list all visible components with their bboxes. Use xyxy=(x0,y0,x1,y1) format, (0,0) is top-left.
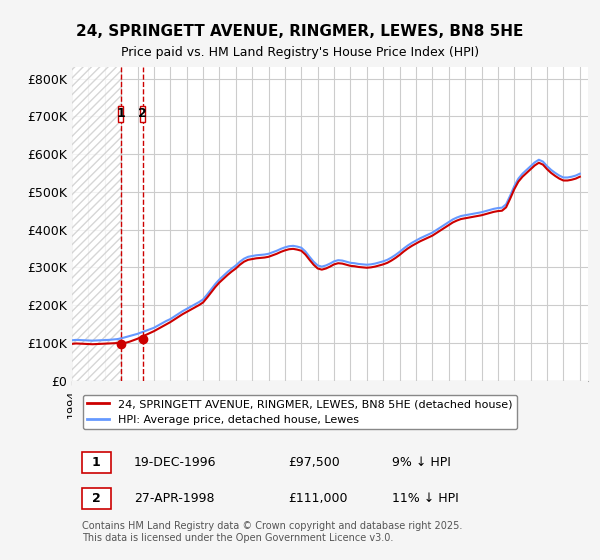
FancyBboxPatch shape xyxy=(140,106,145,122)
Text: 19-DEC-1996: 19-DEC-1996 xyxy=(134,456,217,469)
Text: Price paid vs. HM Land Registry's House Price Index (HPI): Price paid vs. HM Land Registry's House … xyxy=(121,46,479,59)
FancyBboxPatch shape xyxy=(82,452,110,473)
Text: 9% ↓ HPI: 9% ↓ HPI xyxy=(392,456,451,469)
Text: 2: 2 xyxy=(92,492,101,505)
Text: 2: 2 xyxy=(139,107,147,120)
Text: Contains HM Land Registry data © Crown copyright and database right 2025.
This d: Contains HM Land Registry data © Crown c… xyxy=(82,521,463,543)
Text: 11% ↓ HPI: 11% ↓ HPI xyxy=(392,492,458,505)
Text: 1: 1 xyxy=(116,107,125,120)
Text: 27-APR-1998: 27-APR-1998 xyxy=(134,492,214,505)
FancyBboxPatch shape xyxy=(82,488,110,509)
Text: £111,000: £111,000 xyxy=(289,492,348,505)
Legend: 24, SPRINGETT AVENUE, RINGMER, LEWES, BN8 5HE (detached house), HPI: Average pri: 24, SPRINGETT AVENUE, RINGMER, LEWES, BN… xyxy=(83,395,517,429)
FancyBboxPatch shape xyxy=(118,106,123,122)
Text: 1: 1 xyxy=(92,456,101,469)
Text: £97,500: £97,500 xyxy=(289,456,340,469)
Text: 24, SPRINGETT AVENUE, RINGMER, LEWES, BN8 5HE: 24, SPRINGETT AVENUE, RINGMER, LEWES, BN… xyxy=(76,24,524,39)
